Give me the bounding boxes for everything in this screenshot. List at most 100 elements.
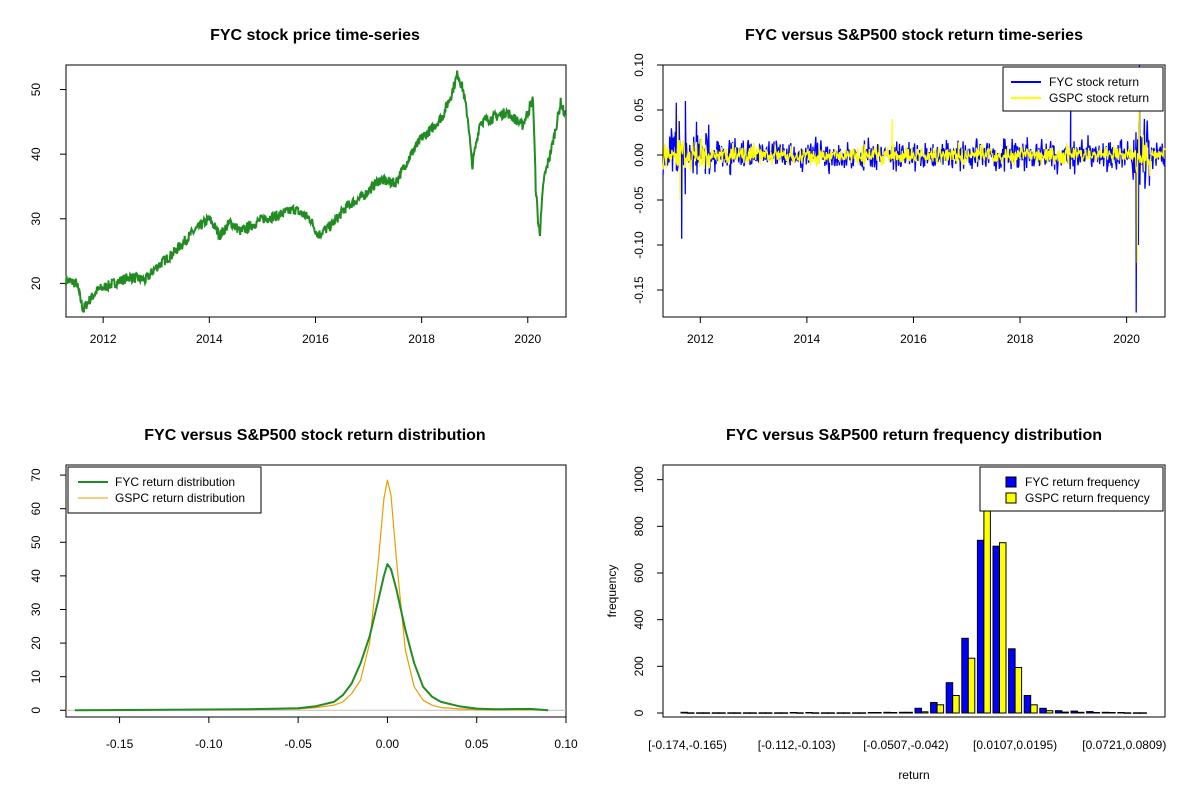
- fyc-frequency-bar: [1039, 707, 1047, 714]
- y-tick-label: 0: [29, 707, 43, 714]
- gspc-frequency-bar: [1045, 710, 1054, 714]
- fyc-frequency-bar: [992, 545, 1000, 714]
- fyc-frequency-bar: [680, 711, 688, 714]
- fyc-frequency-bar: [914, 707, 922, 714]
- return-legend: FYC stock return GSPC stock return: [1002, 66, 1164, 112]
- gspc-frequency-bar: [921, 711, 929, 714]
- gspc-frequency-bar: [733, 712, 742, 714]
- x-tick-label: [0.0107,0.0195): [973, 738, 1057, 752]
- gspc-frequency-bar: [1014, 667, 1023, 714]
- gspc-frequency-bar: [718, 712, 726, 714]
- gspc-frequency-bar: [749, 712, 757, 714]
- fyc-price-line: [65, 70, 566, 314]
- fyc-frequency-bar: [1023, 695, 1032, 714]
- price-chart-title: FYC stock price time-series: [210, 27, 420, 44]
- legend-fyc-return-label: FYC stock return: [1049, 75, 1139, 89]
- price-plot-frame: [65, 64, 567, 318]
- y-tick-label: 600: [632, 563, 646, 583]
- gspc-frequency-bar: [827, 712, 835, 714]
- x-tick-label: [0.0721,0.0809): [1082, 738, 1166, 752]
- x-tick-label: -0.15: [106, 737, 134, 751]
- return-density-panel: FYC versus S&P500 stock return distribut…: [29, 427, 578, 751]
- gspc-frequency-bar: [1077, 711, 1085, 714]
- gspc-density-line: [74, 479, 549, 711]
- x-tick-label: 2016: [302, 332, 329, 346]
- y-tick-label: 20: [29, 276, 43, 290]
- frequency-panel: FYC versus S&P500 return frequency distr…: [605, 427, 1166, 782]
- y-tick-label: 50: [29, 83, 43, 97]
- frequency-legend-box: [979, 466, 1164, 512]
- return-legend-box: [1002, 66, 1164, 112]
- x-tick-label: 2014: [196, 332, 223, 346]
- gspc-frequency-bar: [936, 704, 945, 714]
- gspc-frequency-bar: [687, 712, 695, 714]
- x-tick-label: 2020: [1113, 332, 1140, 346]
- y-tick-label: 400: [632, 609, 646, 629]
- x-tick-label: [-0.112,-0.103): [758, 738, 836, 752]
- fyc-frequency-bar: [961, 637, 969, 714]
- x-tick-label: 0.10: [554, 737, 578, 751]
- gspc-return-line: [662, 73, 1166, 264]
- gspc-frequency-bar: [1030, 704, 1038, 714]
- price-timeseries-panel: FYC stock price time-series 2012 2014 2016…: [29, 27, 567, 346]
- fyc-frequency-bar: [898, 711, 907, 714]
- x-tick-label: [-0.174,-0.165): [648, 738, 727, 752]
- legend-gspc-density-label: GSPC return distribution: [115, 491, 245, 505]
- fyc-frequency-bar: [976, 539, 985, 714]
- gspc-frequency-bar: [796, 712, 804, 714]
- fyc-frequency-bar: [1008, 648, 1016, 714]
- density-legend: FYC return distribution GSPC return dist…: [67, 466, 262, 514]
- gspc-frequency-bar: [889, 712, 898, 714]
- fyc-frequency-bar: [789, 712, 798, 714]
- fyc-frequency-bar: [727, 712, 735, 714]
- frequency-plot-frame: [662, 464, 1166, 718]
- y-tick-label: 800: [632, 516, 646, 536]
- legend-fyc-frequency-label: FYC return frequency: [1025, 475, 1140, 489]
- y-tick-label: -0.10: [632, 231, 646, 259]
- y-tick-label: 0.00: [632, 143, 646, 167]
- y-tick-label: 10: [29, 670, 43, 684]
- y-tick-label: 60: [29, 502, 43, 516]
- frequency-axis-ticks: 0 200 400 600 800 1000 [-0.174,-0.165) [-0.112,…: [632, 466, 1166, 752]
- y-tick-label: -0.15: [632, 276, 646, 304]
- gspc-frequency-bar: [858, 712, 867, 714]
- fyc-frequency-bar: [1070, 710, 1078, 714]
- frequency-legend: FYC return frequency GSPC return frequen…: [979, 466, 1164, 512]
- fyc-frequency-bar: [805, 712, 813, 714]
- x-tick-label: 2014: [794, 332, 821, 346]
- fyc-frequency-bar: [820, 712, 829, 714]
- return-plot-frame: [662, 64, 1166, 318]
- y-tick-label: 20: [29, 636, 43, 650]
- legend-gspc-frequency-label: GSPC return frequency: [1025, 491, 1150, 505]
- gspc-frequency-bar: [780, 712, 789, 714]
- frequency-bars: [680, 467, 1147, 714]
- x-tick-label: 0.00: [376, 737, 400, 751]
- fyc-frequency-bar: [774, 712, 782, 714]
- fyc-frequency-bar: [1086, 711, 1094, 714]
- fyc-frequency-bar: [742, 712, 751, 714]
- y-tick-label: 200: [632, 656, 646, 676]
- gspc-frequency-bar: [1139, 712, 1147, 714]
- fyc-frequency-bar: [1132, 712, 1141, 714]
- fyc-frequency-bar: [852, 712, 860, 714]
- frequency-y-axis-label: frequency: [605, 565, 619, 618]
- y-tick-label: 30: [29, 602, 43, 616]
- y-tick-label: 0.05: [632, 98, 646, 122]
- gspc-frequency-bar: [765, 712, 773, 714]
- x-tick-label: 2018: [1007, 332, 1034, 346]
- gspc-frequency-bar: [1061, 711, 1069, 714]
- fyc-frequency-bar: [1054, 710, 1063, 714]
- density-axis-ticks: -0.15 -0.10 -0.05 0.00 0.05 0.10 0 10 20 30 40 50 60…: [29, 468, 578, 751]
- gspc-frequency-bar: [952, 695, 960, 714]
- fyc-frequency-bar: [836, 712, 844, 714]
- gspc-frequency-bar: [702, 712, 711, 714]
- y-tick-label: -0.05: [632, 186, 646, 214]
- legend-fyc-density-label: FYC return distribution: [115, 475, 235, 489]
- x-tick-label: 2012: [90, 332, 117, 346]
- gspc-frequency-bar: [1123, 712, 1132, 714]
- y-tick-label: 30: [29, 212, 43, 226]
- fyc-frequency-bar: [1101, 711, 1110, 714]
- gspc-frequency-bar: [1092, 712, 1101, 714]
